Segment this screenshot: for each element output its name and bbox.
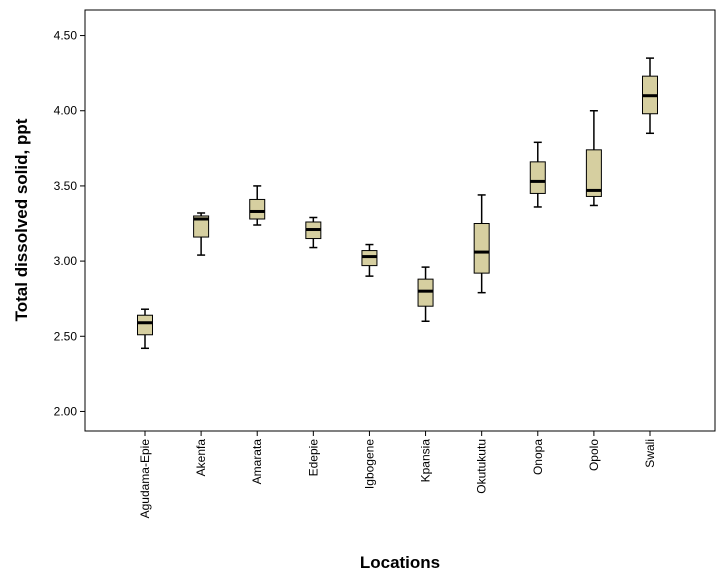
box-edepie: [305, 216, 322, 249]
y-axis-title: Total dissolved solid, ppt: [12, 118, 31, 321]
x-tick-label: Agudama-Epie: [138, 439, 152, 519]
boxes-layer: [137, 57, 658, 350]
y-tick-label: 3.50: [54, 179, 78, 193]
x-tick-label: Igbogene: [362, 439, 376, 489]
iqr-box: [249, 198, 266, 220]
x-tick-label: Kpansia: [419, 439, 433, 483]
x-tick-label: Swali: [643, 439, 657, 468]
x-axis: Agudama-Epie Akenfa Amarata Edepie Igbogene K…: [138, 431, 657, 518]
box-opolo: [585, 109, 602, 207]
x-tick-label: Amarata: [250, 439, 264, 485]
y-tick-label: 2.00: [54, 404, 78, 418]
x-tick-label: Okutukutu: [475, 439, 489, 494]
y-tick-label: 4.00: [54, 104, 78, 118]
x-tick-label: Opolo: [587, 439, 601, 471]
iqr-box: [137, 314, 153, 336]
box-akenfa: [193, 212, 210, 256]
x-tick-label: Onopa: [531, 439, 545, 475]
y-tick-label: 3.00: [54, 254, 78, 268]
iqr-box: [417, 278, 434, 307]
y-axis: 2.00 2.50 3.00 3.50 4.00 4.50: [54, 29, 85, 418]
x-axis-title: Locations: [360, 553, 440, 572]
x-tick-label: Edepie: [306, 439, 320, 477]
iqr-box: [193, 215, 210, 238]
iqr-box: [473, 223, 490, 274]
y-tick-label: 4.50: [54, 29, 78, 43]
box-onopa: [529, 141, 546, 208]
box-amarata: [249, 185, 266, 226]
iqr-box: [529, 161, 546, 194]
y-tick-label: 2.50: [54, 329, 78, 343]
x-tick-label: Akenfa: [194, 439, 208, 477]
box-igbogene: [361, 243, 378, 277]
iqr-box: [361, 250, 378, 267]
box-swali: [642, 57, 658, 135]
iqr-box: [585, 149, 602, 197]
plot-frame: [84, 9, 716, 432]
box-kpansia: [417, 266, 434, 322]
box-agudama-epie: [137, 308, 153, 350]
box-okutukutu: [473, 194, 490, 294]
